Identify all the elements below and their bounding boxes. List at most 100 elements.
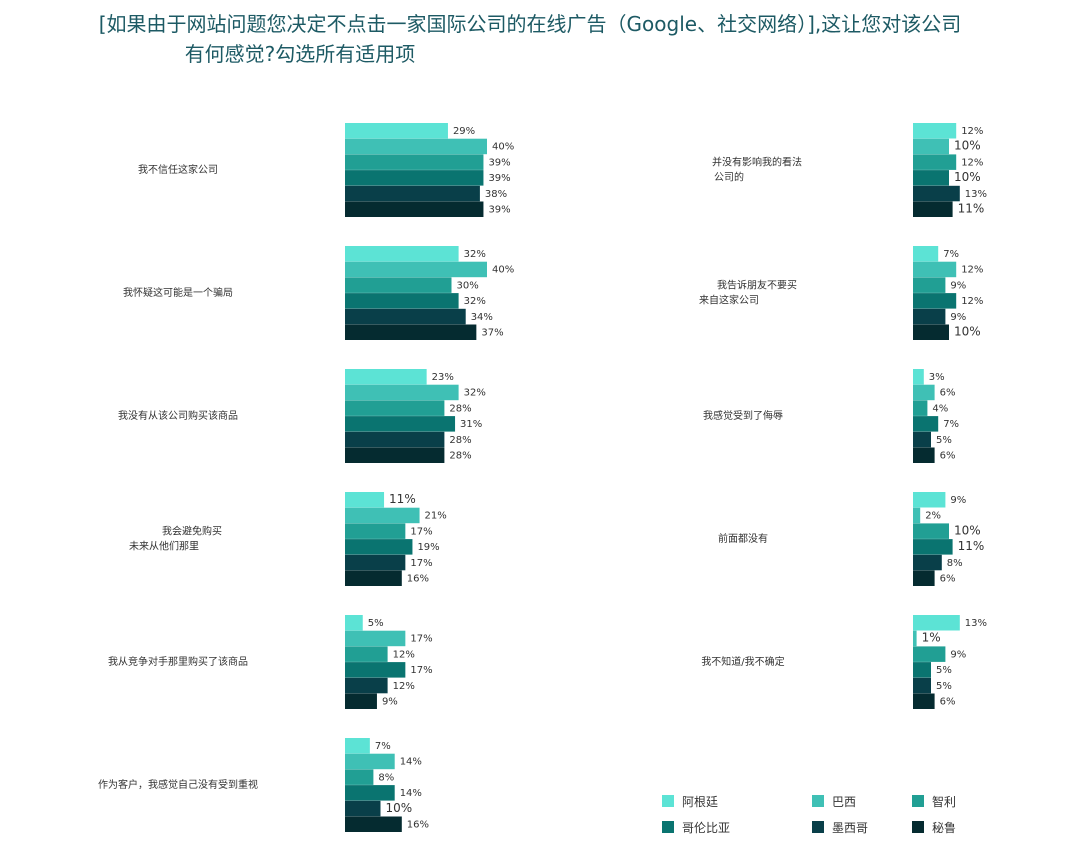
value-label: 12% [961,296,983,307]
value-label: 39% [488,173,510,184]
value-label: 12% [393,649,415,660]
bar-阿根廷 [913,123,957,139]
value-label: 10% [954,139,981,153]
legend-swatch [812,821,824,833]
value-label: 9% [950,495,966,506]
value-label: 10% [954,523,981,537]
bar-墨西哥 [913,677,931,694]
value-label: 8% [378,772,394,783]
value-label: 5% [368,618,384,629]
bar-秘鲁 [345,816,402,832]
value-label: 8% [947,558,963,569]
bar-阿根廷 [913,369,924,385]
bar-哥伦比亚 [345,170,484,186]
bar-秘鲁 [913,324,949,340]
bar-墨西哥 [913,308,946,325]
bar-秘鲁 [913,570,935,586]
bar-阿根廷 [913,246,939,262]
legend-swatch [912,821,924,833]
bar-智利 [345,400,445,416]
value-label: 9% [382,697,398,708]
category-label: 来自这家公司 [699,294,759,307]
value-label: 28% [449,403,471,414]
category-label: 我不信任这家公司 [138,163,218,176]
legend-swatch [912,795,924,807]
bar-巴西 [913,630,917,647]
bar-智利 [345,523,406,539]
value-label: 12% [961,265,983,276]
value-label: 31% [460,419,482,430]
bar-阿根廷 [345,615,363,631]
chart-title-line2: 有何感觉?勾选所有适用项 [184,42,416,66]
bar-巴西 [913,261,957,278]
bar-group: 作为客户，我感觉自己没有受到重视 7% 14% 8% 14% 10% 16% [98,738,429,832]
value-label: 9% [950,649,966,660]
bar-哥伦比亚 [345,416,456,432]
bar-阿根廷 [913,615,960,631]
bar-智利 [345,154,484,170]
value-label: 39% [488,205,510,216]
value-label: 17% [410,634,432,645]
bar-智利 [913,523,949,539]
value-label: 37% [481,328,503,339]
bar-哥伦比亚 [913,170,949,186]
bar-秘鲁 [345,201,484,217]
category-label: 未来从他们那里 [129,540,199,553]
bar-墨西哥 [345,308,466,325]
category-label: 公司的 [714,171,744,184]
category-label: 并没有影响我的看法 [712,156,802,169]
bar-智利 [345,646,388,662]
value-label: 7% [375,741,391,752]
value-label: 12% [961,126,983,137]
category-label: 前面都没有 [718,532,768,545]
bar-墨西哥 [345,677,388,694]
value-label: 6% [940,451,956,462]
legend-label: 秘鲁 [932,821,956,835]
value-label: 12% [961,157,983,168]
chart-title-line1: [如果由于网站问题您决定不点击一家国际公司的在线广告（Google、社交网络）]… [98,12,962,36]
value-label: 4% [932,403,948,414]
bar-阿根廷 [345,492,385,508]
legend-item: 智利 [912,794,956,809]
bar-秘鲁 [345,324,477,340]
value-label: 29% [453,126,475,137]
bar-巴西 [345,261,487,278]
value-label: 2% [925,511,941,522]
bar-墨西哥 [345,554,406,571]
category-label: 我不知道/我不确定 [701,655,784,668]
value-label: 30% [457,280,479,291]
legend-item: 秘鲁 [912,821,956,835]
bar-巴西 [345,384,459,401]
category-label: 我从竞争对手那里购买了该商品 [108,655,248,668]
value-label: 32% [464,296,486,307]
value-label: 17% [410,526,432,537]
bar-巴西 [345,507,420,524]
bar-智利 [913,277,946,293]
category-label: 我告诉朋友不要买 [717,279,797,292]
value-label: 17% [410,665,432,676]
legend-label: 墨西哥 [832,821,868,835]
bar-智利 [345,769,374,785]
bar-阿根廷 [345,369,427,385]
value-label: 10% [386,801,413,815]
bar-巴西 [345,630,406,647]
value-label: 6% [940,388,956,399]
value-label: 11% [958,202,985,216]
bar-秘鲁 [345,570,402,586]
category-label: 我怀疑这可能是一个骗局 [123,286,233,299]
bar-墨西哥 [345,800,381,817]
legend-item: 墨西哥 [812,821,868,835]
value-label: 28% [449,435,471,446]
value-label: 34% [471,312,493,323]
bar-秘鲁 [345,693,377,709]
bar-智利 [913,400,928,416]
bar-巴西 [913,384,935,401]
legend-swatch [812,795,824,807]
value-label: 23% [432,372,454,383]
bar-巴西 [913,138,949,155]
bar-巴西 [345,753,395,770]
bar-group: 我怀疑这可能是一个骗局 32% 40% 30% 32% 34% 37% [123,246,514,340]
value-label: 39% [488,157,510,168]
bar-巴西 [345,138,487,155]
